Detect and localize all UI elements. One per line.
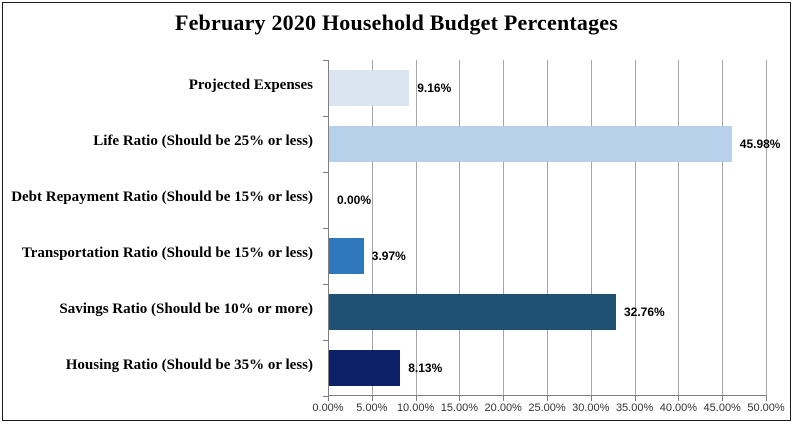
bar-value-label: 0.00% (337, 193, 372, 207)
y-axis-tick (323, 228, 328, 229)
x-axis-tick-label: 20.00% (484, 402, 522, 414)
chart-frame: February 2020 Household Budget Percentag… (2, 2, 791, 421)
bar-row: 8.13% (328, 340, 766, 396)
x-axis-tick (766, 396, 767, 401)
gridline (415, 60, 417, 396)
chart-title: February 2020 Household Budget Percentag… (174, 10, 619, 35)
bar (329, 238, 364, 274)
x-axis-tick-label: 45.00% (703, 402, 741, 414)
x-axis-tick-label: 30.00% (572, 402, 610, 414)
bar-value-label: 8.13% (408, 361, 443, 375)
y-axis-tick (323, 396, 328, 397)
category-label: Transportation Ratio (Should be 15% or l… (21, 245, 313, 261)
category-label: Life Ratio (Should be 25% or less) (93, 133, 313, 149)
bar (329, 294, 616, 330)
x-axis-tick (371, 396, 373, 401)
y-axis-tick (323, 340, 328, 341)
x-axis-tick-label: 10.00% (396, 402, 435, 414)
x-axis-tick-label: 50.00% (747, 402, 785, 414)
category-label: Savings Ratio (Should be 10% or more) (59, 301, 313, 317)
y-axis-tick (323, 116, 328, 117)
category-label: Housing Ratio (Should be 35% or less) (65, 357, 313, 373)
x-axis-tick-label: 0.00% (312, 402, 344, 414)
x-axis-tick (678, 396, 680, 401)
gridline (634, 60, 636, 396)
gridline (678, 60, 680, 396)
x-axis-tick (328, 396, 329, 401)
x-axis-tick (547, 396, 548, 401)
y-axis-tick (323, 60, 328, 61)
gridline (547, 60, 548, 396)
x-axis-tick (415, 396, 417, 401)
bar-value-label: 32.76% (623, 305, 665, 319)
bar-value-label: 9.16% (417, 81, 452, 95)
bar (329, 126, 732, 162)
gridline (503, 60, 505, 396)
x-axis-line (328, 395, 766, 396)
gridline (766, 60, 767, 396)
gridline (459, 60, 461, 396)
category-label: Debt Repayment Ratio (Should be 15% or l… (11, 189, 313, 205)
bar-row: 3.97% (328, 228, 766, 284)
x-axis-tick-label: 5.00% (356, 402, 388, 414)
bar-row: 9.16% (328, 60, 766, 116)
gridline (371, 60, 373, 396)
plot-area: 9.16% 45.98% 0.00% 3.97% 32.76% 8.13% (323, 60, 780, 401)
bar-value-label: 45.98% (739, 137, 781, 151)
bar (329, 350, 401, 386)
bar-row: 45.98% (328, 116, 780, 172)
x-axis-tick (459, 396, 461, 401)
bar (329, 70, 410, 106)
bar-row: 0.00% (328, 172, 766, 228)
y-axis-tick (323, 284, 328, 285)
x-axis-tick (590, 396, 592, 401)
gridline (590, 60, 592, 396)
x-axis-tick-label: 25.00% (528, 402, 566, 414)
x-axis-tick (634, 396, 636, 401)
x-axis-tick-label: 15.00% (440, 402, 479, 414)
y-axis-tick (323, 172, 328, 173)
x-axis-tick-label: 35.00% (615, 402, 654, 414)
gridline (722, 60, 724, 396)
bar-value-label: 3.97% (371, 249, 406, 263)
category-label: Projected Expenses (188, 77, 313, 93)
bar-row: 32.76% (328, 284, 766, 340)
x-axis-tick-label: 40.00% (659, 402, 698, 414)
x-axis-tick (722, 396, 724, 401)
y-axis-line (328, 60, 329, 396)
x-axis-tick (503, 396, 505, 401)
